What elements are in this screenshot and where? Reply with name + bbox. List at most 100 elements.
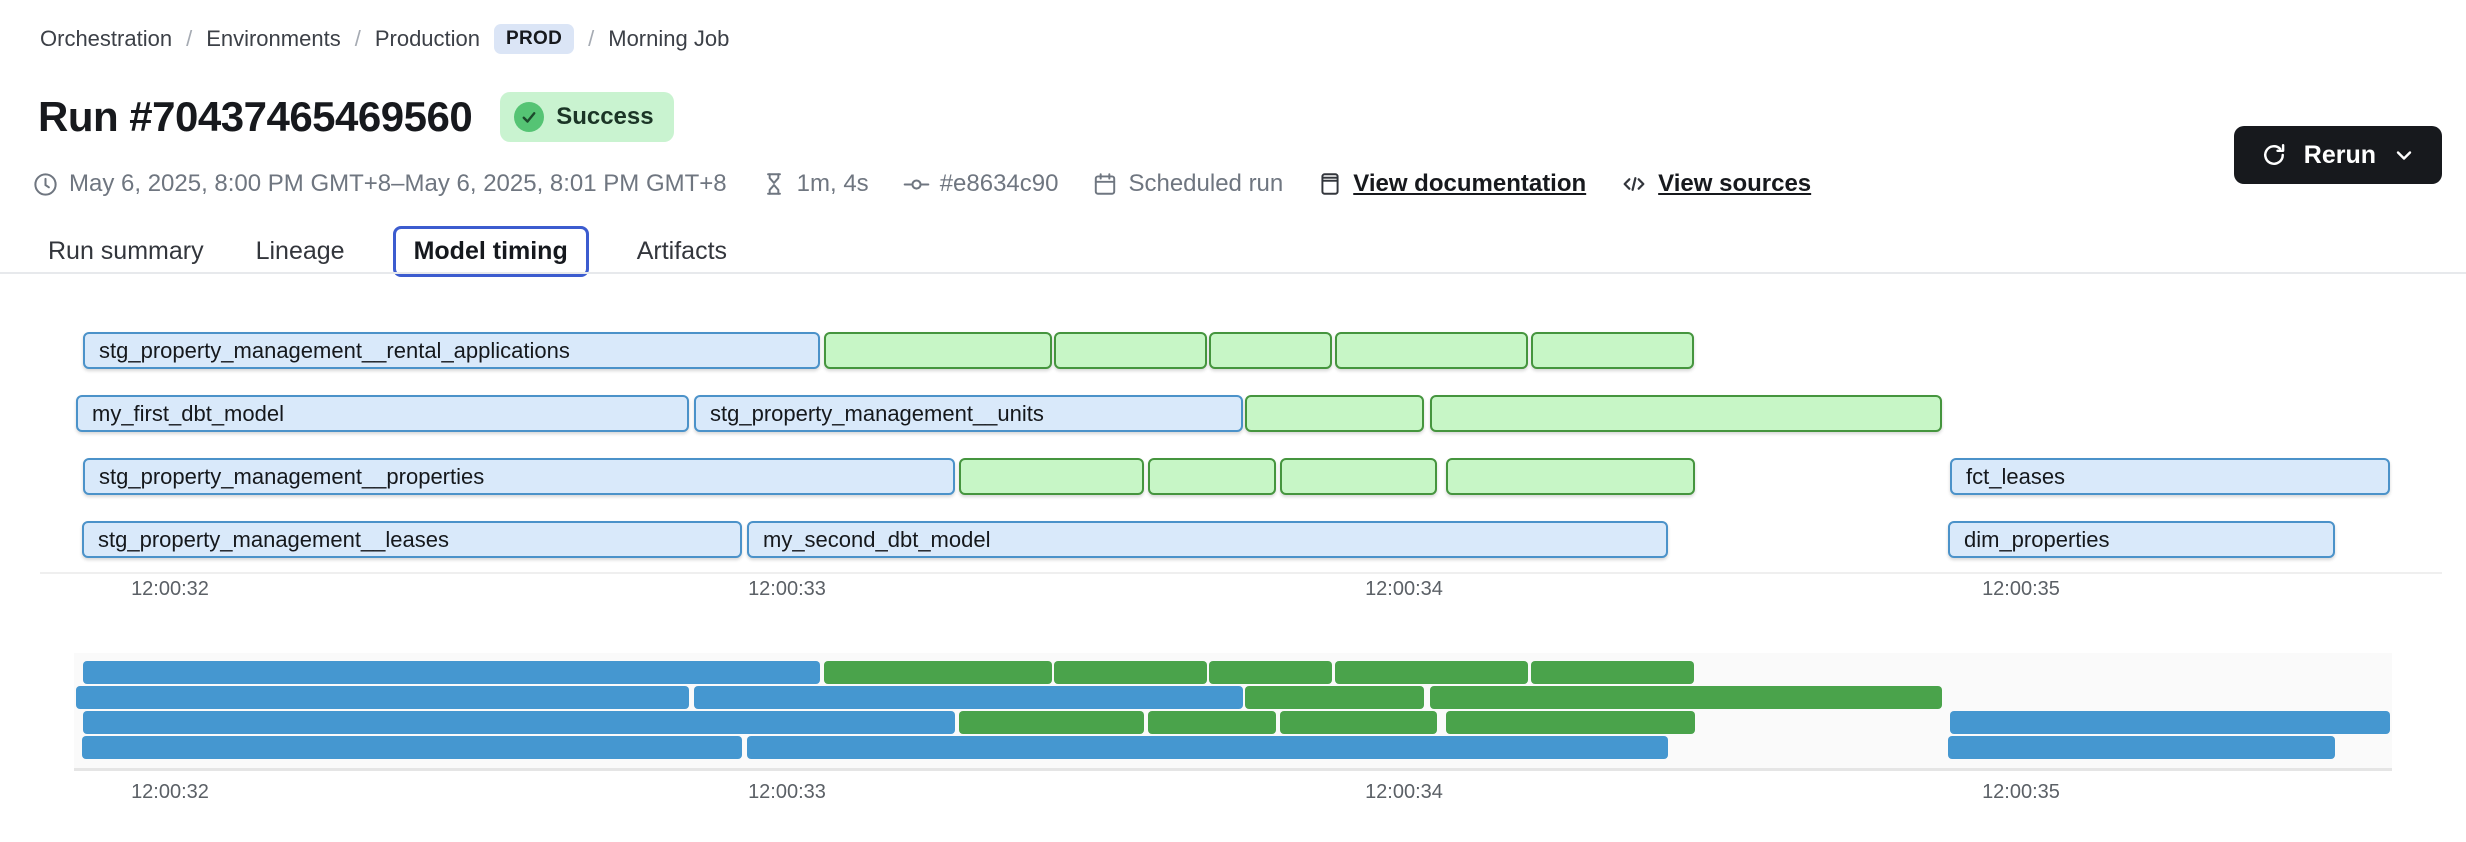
breadcrumb-separator: /	[186, 26, 193, 51]
tab-bar: Run summary Lineage Model timing Artifac…	[44, 226, 731, 277]
minimap-bar[interactable]	[83, 661, 820, 684]
tab-artifacts[interactable]: Artifacts	[636, 237, 728, 265]
rerun-button-label: Rerun	[2303, 140, 2376, 169]
gantt-bar-unlabeled[interactable]	[1430, 395, 1942, 432]
gantt-minimap[interactable]: 12:00:32 12:00:33 12:00:34 12:00:35	[0, 645, 2466, 815]
minimap-bar[interactable]	[76, 686, 689, 709]
commit-hash: #e8634c90	[903, 170, 1059, 198]
view-sources-link[interactable]: View sources	[1620, 170, 1811, 198]
chevron-down-icon	[2392, 143, 2416, 167]
gantt-bar-label: stg_property_management__properties	[99, 463, 485, 489]
view-sources-label: View sources	[1658, 170, 1812, 197]
axis-tick-label: 12:00:32	[131, 781, 209, 803]
trigger-type-text: Scheduled run	[1128, 170, 1284, 197]
gantt-bar-unlabeled[interactable]	[1531, 332, 1694, 369]
gantt-bar-unlabeled[interactable]	[1209, 332, 1332, 369]
axis-tick-label: 12:00:33	[748, 578, 826, 600]
run-duration-text: 1m, 4s	[796, 170, 869, 197]
tab-lineage[interactable]: Lineage	[255, 237, 345, 265]
axis-tick-label: 12:00:35	[1982, 578, 2060, 600]
gantt-chart: stg_property_management__rental_applicat…	[0, 318, 2466, 618]
gantt-bar-label: my_second_dbt_model	[763, 526, 991, 552]
gantt-bar-label: stg_property_management__leases	[98, 526, 450, 552]
clock-icon	[32, 171, 59, 198]
run-time-range-text: May 6, 2025, 8:00 PM GMT+8–May 6, 2025, …	[69, 170, 727, 197]
gantt-bar-unlabeled[interactable]	[959, 458, 1144, 495]
breadcrumb-separator: /	[354, 26, 361, 51]
minimap-bar[interactable]	[747, 736, 1668, 759]
minimap-bar[interactable]	[82, 736, 742, 759]
gantt-bar-unlabeled[interactable]	[1335, 332, 1528, 369]
gantt-bar[interactable]: my_second_dbt_model	[747, 521, 1668, 558]
axis-tick-label: 12:00:34	[1365, 781, 1443, 803]
breadcrumb: Orchestration / Environments / Productio…	[40, 24, 729, 54]
minimap-bar[interactable]	[959, 711, 1144, 734]
view-documentation-link[interactable]: View documentation	[1317, 170, 1586, 198]
run-time-range: May 6, 2025, 8:00 PM GMT+8–May 6, 2025, …	[32, 170, 727, 198]
gantt-bar-unlabeled[interactable]	[1054, 332, 1207, 369]
hourglass-icon	[761, 171, 787, 197]
run-duration: 1m, 4s	[761, 170, 869, 198]
axis-tick-label: 12:00:35	[1982, 781, 2060, 803]
gantt-bar-label: fct_leases	[1966, 463, 2066, 489]
documentation-icon	[1317, 171, 1343, 197]
gantt-bar[interactable]: dim_properties	[1948, 521, 2335, 558]
page-title: Run #70437465469560	[38, 93, 473, 140]
minimap-bar[interactable]	[1245, 686, 1424, 709]
gantt-bar-unlabeled[interactable]	[1245, 395, 1424, 432]
run-metadata: May 6, 2025, 8:00 PM GMT+8–May 6, 2025, …	[32, 170, 1811, 198]
breadcrumb-current-job: Morning Job	[608, 26, 730, 51]
gantt-bar[interactable]: my_first_dbt_model	[76, 395, 689, 432]
gantt-bar[interactable]: stg_property_management__properties	[83, 458, 955, 495]
refresh-icon	[2260, 141, 2288, 169]
tabs-divider	[0, 272, 2466, 274]
trigger-type: Scheduled run	[1092, 170, 1283, 198]
gantt-bar-label: my_first_dbt_model	[92, 400, 284, 426]
minimap-bar[interactable]	[1950, 711, 2390, 734]
environment-badge: PROD	[494, 24, 575, 54]
gantt-bar-unlabeled[interactable]	[1280, 458, 1437, 495]
gantt-bar[interactable]: fct_leases	[1950, 458, 2390, 495]
code-icon	[1620, 170, 1648, 198]
status-badge: Success	[500, 92, 674, 142]
gantt-bar-label: stg_property_management__units	[710, 400, 1044, 426]
minimap-bar[interactable]	[1948, 736, 2335, 759]
breadcrumb-orchestration[interactable]: Orchestration	[40, 26, 173, 51]
gantt-bar-unlabeled[interactable]	[1148, 458, 1276, 495]
rerun-button[interactable]: Rerun	[2233, 126, 2442, 184]
breadcrumb-separator: /	[588, 26, 595, 51]
axis-tick-label: 12:00:33	[748, 781, 826, 803]
minimap-bar[interactable]	[1280, 711, 1437, 734]
gantt-bar[interactable]: stg_property_management__rental_applicat…	[83, 332, 820, 369]
check-icon	[514, 102, 545, 132]
status-badge-label: Success	[556, 103, 654, 130]
minimap-bar[interactable]	[694, 686, 1243, 709]
minimap-bar[interactable]	[83, 711, 955, 734]
git-commit-icon	[903, 171, 930, 198]
title-row: Run #70437465469560 Success	[38, 92, 674, 142]
gantt-axis-line	[40, 572, 2442, 574]
minimap-bar[interactable]	[1531, 661, 1694, 684]
gantt-bar-label: stg_property_management__rental_applicat…	[99, 337, 570, 363]
gantt-bar-unlabeled[interactable]	[824, 332, 1052, 369]
commit-hash-text: #e8634c90	[939, 170, 1059, 197]
minimap-bar[interactable]	[1148, 711, 1276, 734]
minimap-bar[interactable]	[1209, 661, 1332, 684]
tab-model-timing[interactable]: Model timing	[392, 226, 589, 277]
minimap-bar[interactable]	[824, 661, 1052, 684]
breadcrumb-production[interactable]: Production	[374, 26, 481, 51]
minimap-bar[interactable]	[1430, 686, 1942, 709]
gantt-bar-unlabeled[interactable]	[1446, 458, 1695, 495]
gantt-bar[interactable]: stg_property_management__leases	[82, 521, 742, 558]
gantt-bar[interactable]: stg_property_management__units	[694, 395, 1243, 432]
breadcrumb-environments[interactable]: Environments	[206, 26, 341, 51]
calendar-icon	[1092, 171, 1118, 197]
minimap-bar[interactable]	[1054, 661, 1207, 684]
view-documentation-label: View documentation	[1353, 170, 1587, 197]
minimap-bar[interactable]	[1335, 661, 1528, 684]
gantt-bar-label: dim_properties	[1964, 526, 2110, 552]
minimap-bar[interactable]	[1446, 711, 1695, 734]
tab-run-summary[interactable]: Run summary	[48, 237, 204, 265]
axis-tick-label: 12:00:34	[1365, 578, 1443, 600]
